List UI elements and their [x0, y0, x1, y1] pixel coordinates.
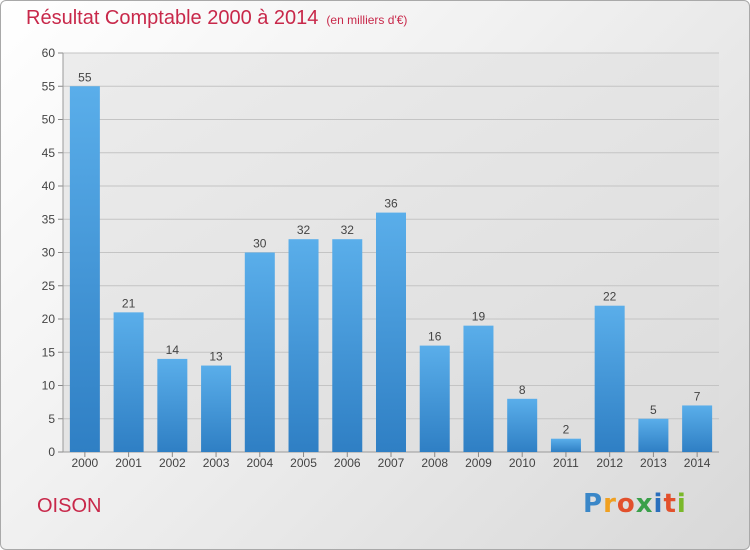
bar	[332, 239, 363, 452]
data-label: 13	[209, 350, 223, 364]
data-label: 36	[384, 197, 398, 211]
y-tick-label: 45	[42, 146, 56, 160]
data-label: 22	[603, 290, 617, 304]
data-label: 30	[253, 237, 267, 251]
x-tick-label: 2001	[115, 456, 142, 470]
y-tick-label: 15	[42, 345, 56, 359]
logo-letter: i	[653, 489, 664, 519]
bar	[376, 212, 406, 452]
y-tick-label: 55	[42, 79, 56, 93]
data-label: 2	[563, 423, 570, 437]
y-tick-label: 5	[48, 412, 55, 426]
x-tick-label: 2005	[290, 456, 317, 470]
x-tick-label: 2014	[684, 456, 711, 470]
data-label: 14	[166, 343, 180, 357]
x-tick-label: 2000	[72, 456, 99, 470]
bar	[638, 418, 669, 452]
data-label: 7	[694, 389, 701, 403]
x-tick-label: 2010	[509, 456, 536, 470]
data-label: 5	[650, 403, 657, 417]
chart-title-text: Résultat Comptable 2000 à 2014	[26, 7, 319, 29]
bar	[507, 398, 538, 452]
proxiti-logo[interactable]: Proxiti	[583, 489, 687, 519]
x-tick-label: 2002	[159, 456, 186, 470]
logo-letter: t	[663, 489, 677, 519]
logo-letter: x	[635, 489, 654, 519]
bar	[69, 86, 100, 452]
data-label: 32	[341, 223, 355, 237]
bar	[113, 312, 144, 452]
y-tick-label: 40	[42, 179, 56, 193]
logo-letter: P	[583, 489, 604, 519]
data-label: 55	[78, 70, 92, 84]
bar	[201, 365, 232, 452]
y-tick-label: 50	[42, 113, 56, 127]
y-tick-label: 20	[42, 312, 56, 326]
data-label: 32	[297, 223, 311, 237]
bar-chart: 0510152025303540455055605520002120011420…	[42, 46, 719, 470]
y-tick-label: 60	[42, 46, 56, 60]
x-tick-label: 2006	[334, 456, 361, 470]
x-tick-label: 2007	[378, 456, 405, 470]
bar	[594, 305, 625, 452]
x-tick-label: 2013	[640, 456, 667, 470]
bar	[288, 239, 319, 452]
y-tick-label: 35	[42, 212, 56, 226]
logo-letter: o	[616, 489, 636, 519]
y-tick-label: 30	[42, 246, 56, 260]
data-label: 21	[122, 296, 136, 310]
chart-subtitle: (en milliers d'€)	[326, 13, 408, 27]
logo-letter: i	[676, 489, 687, 519]
x-tick-label: 2003	[203, 456, 230, 470]
data-label: 8	[519, 383, 526, 397]
bar	[463, 325, 494, 452]
x-tick-label: 2008	[421, 456, 448, 470]
data-label: 19	[472, 310, 486, 324]
x-tick-label: 2004	[246, 456, 273, 470]
y-tick-label: 25	[42, 279, 56, 293]
data-label: 16	[428, 330, 442, 344]
y-tick-label: 10	[42, 379, 56, 393]
x-tick-label: 2011	[553, 456, 579, 470]
bar	[550, 438, 581, 452]
x-tick-label: 2009	[465, 456, 492, 470]
y-tick-label: 0	[48, 445, 55, 459]
chart-title: Résultat Comptable 2000 à 2014 (en millie…	[26, 7, 407, 30]
bar	[419, 345, 450, 452]
x-tick-label: 2012	[596, 456, 623, 470]
bar	[244, 252, 275, 452]
commune-name: OISON	[37, 495, 102, 517]
bar	[157, 358, 188, 452]
logo-letter: r	[603, 489, 617, 519]
bar	[682, 405, 713, 452]
